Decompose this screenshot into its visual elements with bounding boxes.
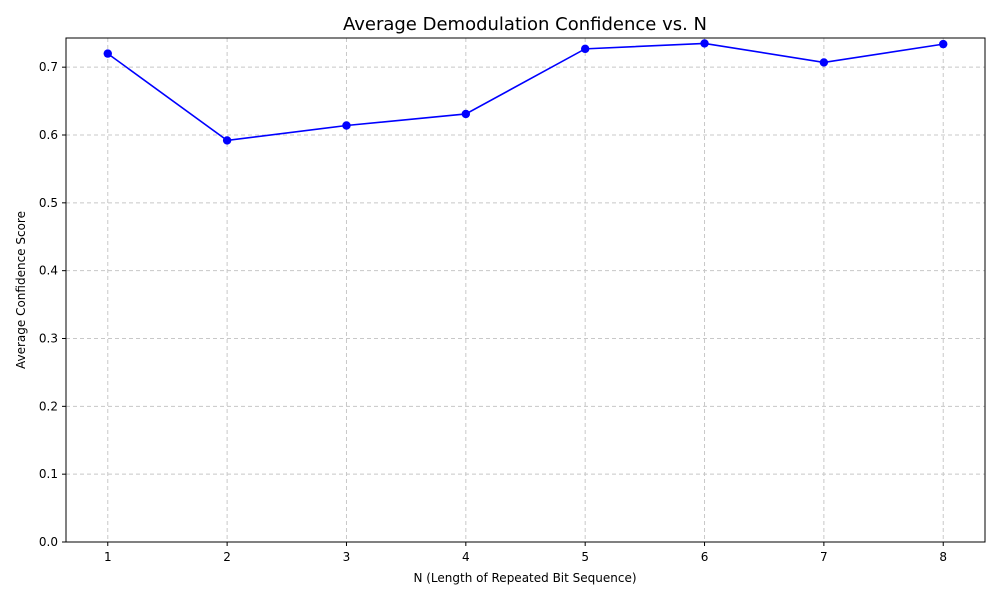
y-tick-label: 0.3 <box>39 332 58 346</box>
x-tick-label: 7 <box>820 550 828 564</box>
data-point <box>103 49 112 58</box>
y-tick-label: 0.7 <box>39 60 58 74</box>
grid-layer <box>66 38 985 543</box>
y-tick-label: 0.0 <box>39 535 58 549</box>
tick-layer: 1 2 3 4 5 6 7 8 0.0 0.1 0.2 0.3 0.4 0.5 0.6 0.7 <box>39 60 947 564</box>
plot-frame <box>65 37 986 543</box>
chart-title: Average Demodulation Confidence vs. N <box>343 14 707 35</box>
x-axis-label: N (Length of Repeated Bit Sequence) <box>413 571 636 585</box>
series-line <box>107 42 944 142</box>
x-tick-label: 3 <box>343 550 351 564</box>
y-tick-label: 0.4 <box>39 264 58 278</box>
y-tick-label: 0.5 <box>39 196 58 210</box>
x-tick-label: 1 <box>104 550 112 564</box>
y-tick-label: 0.2 <box>39 399 58 413</box>
x-tick-label: 4 <box>462 550 470 564</box>
y-tick-label: 0.1 <box>39 467 58 481</box>
y-axis-label: Average Confidence Score <box>14 211 28 369</box>
x-tick-label: 2 <box>223 550 231 564</box>
data-point <box>222 136 232 145</box>
x-tick-label: 5 <box>581 550 589 564</box>
data-point <box>461 109 471 119</box>
y-tick-label: 0.6 <box>39 128 58 142</box>
data-point <box>819 58 829 67</box>
data-point <box>939 39 948 49</box>
x-tick-label: 8 <box>939 550 947 564</box>
data-point <box>700 39 709 48</box>
data-point <box>342 121 351 130</box>
series-layer <box>103 39 948 145</box>
x-tick-label: 6 <box>701 550 709 564</box>
data-point <box>580 44 590 54</box>
